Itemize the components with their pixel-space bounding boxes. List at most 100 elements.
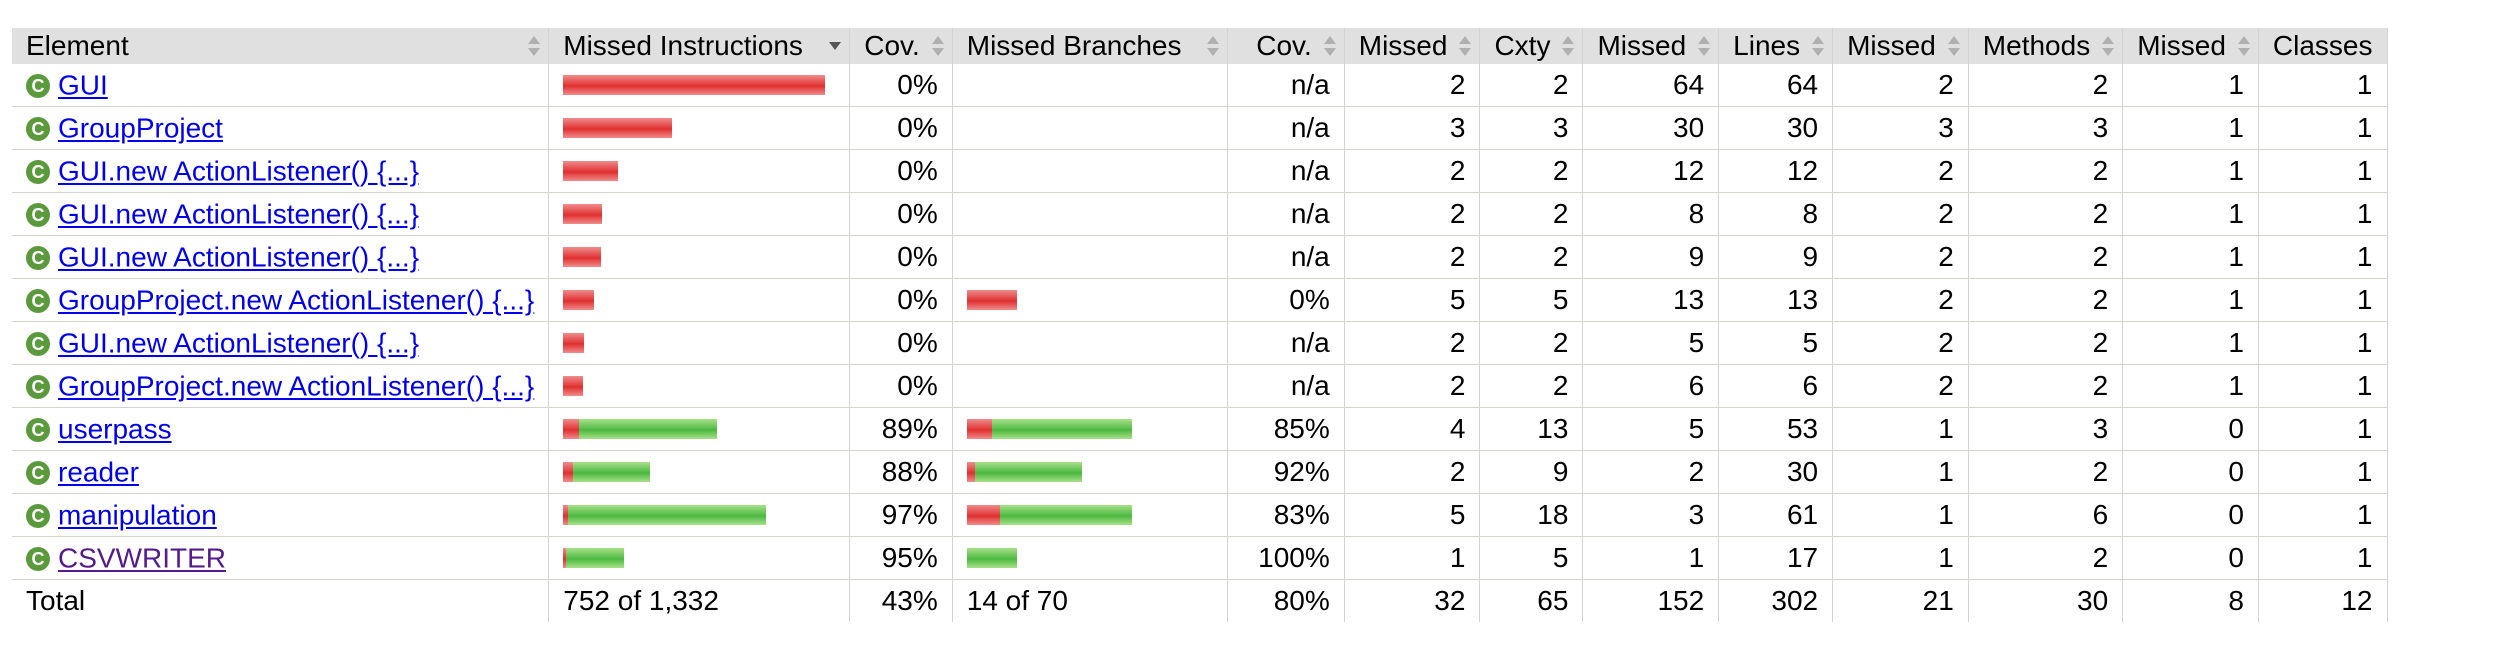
cxty: 2 xyxy=(1479,235,1584,279)
coverage-report: Element Missed Instructions Cov. Missed … xyxy=(12,28,2388,622)
col-classes[interactable]: Classes xyxy=(2258,28,2388,64)
missed-classes: 1 xyxy=(2122,364,2259,408)
lines: 5 xyxy=(1718,321,1834,365)
missed-bar xyxy=(563,548,567,568)
col-methods[interactable]: Methods xyxy=(1968,28,2124,64)
total-methods: 30 xyxy=(1968,579,2124,622)
covered-bar xyxy=(974,462,1082,482)
col-missed-branches[interactable]: Missed Branches xyxy=(952,28,1228,64)
total-label: Total xyxy=(12,579,550,622)
missed-lines: 9 xyxy=(1582,235,1720,279)
col-missed-instructions[interactable]: Missed Instructions xyxy=(548,28,851,64)
missed-bar xyxy=(966,290,1017,310)
instr-cov: 0% xyxy=(849,235,953,279)
instructions-bar-cell xyxy=(548,321,851,365)
missed-cxty: 3 xyxy=(1344,106,1481,150)
branch-cov: n/a xyxy=(1227,321,1345,365)
element-link[interactable]: reader xyxy=(58,456,139,488)
instructions-bar xyxy=(563,204,835,224)
element-link[interactable]: GroupProject.new ActionListener() {...} xyxy=(58,370,535,402)
methods: 2 xyxy=(1968,64,2124,107)
table-row: C GUI.new ActionListener() {...} 0% n/a 2 2 9 9… xyxy=(12,235,2388,279)
instructions-bar xyxy=(563,419,835,439)
missed-methods: 1 xyxy=(1832,407,1969,451)
instructions-bar xyxy=(563,333,835,353)
covered-bar xyxy=(991,419,1132,439)
branches-bar-cell xyxy=(952,407,1228,451)
instr-cov: 0% xyxy=(849,192,953,236)
col-instr-cov[interactable]: Cov. xyxy=(849,28,953,64)
branch-cov: 0% xyxy=(1227,278,1345,322)
element-link[interactable]: manipulation xyxy=(58,499,217,531)
element-link[interactable]: GUI xyxy=(58,69,108,101)
cxty: 5 xyxy=(1479,536,1584,580)
missed-lines: 5 xyxy=(1582,407,1720,451)
element-link[interactable]: GUI.new ActionListener() {...} xyxy=(58,198,420,230)
element-link[interactable]: CSVWRITER xyxy=(58,542,226,574)
cxty: 2 xyxy=(1479,192,1584,236)
branches-bar xyxy=(966,462,1213,482)
col-missed-classes-label: Missed xyxy=(2137,30,2226,61)
missed-methods: 2 xyxy=(1832,192,1969,236)
lines: 12 xyxy=(1718,149,1834,193)
element-link[interactable]: GUI.new ActionListener() {...} xyxy=(58,327,420,359)
missed-bar xyxy=(966,462,975,482)
methods: 2 xyxy=(1968,278,2124,322)
col-classes-label: Classes xyxy=(2272,30,2373,61)
table-row: C CSVWRITER 95% 100% 1 5 1 17 1 2 0 1 xyxy=(12,536,2388,580)
missed-cxty: 5 xyxy=(1344,278,1481,322)
col-cxty[interactable]: Cxty xyxy=(1479,28,1584,64)
branches-bar-cell xyxy=(952,235,1228,279)
classes: 1 xyxy=(2258,149,2388,193)
element-cell: C CSVWRITER xyxy=(12,536,550,580)
col-missed-cxty-label: Missed xyxy=(1358,30,1448,61)
branches-bar-cell xyxy=(952,493,1228,537)
instructions-bar-cell xyxy=(548,450,851,494)
class-icon: C xyxy=(26,116,50,141)
col-missed-instructions-label: Missed Instructions xyxy=(563,30,803,61)
element-link[interactable]: GUI.new ActionListener() {...} xyxy=(58,241,420,273)
missed-bar xyxy=(966,419,992,439)
classes: 1 xyxy=(2258,493,2388,537)
missed-lines: 12 xyxy=(1582,149,1720,193)
col-lines[interactable]: Lines xyxy=(1718,28,1834,64)
total-instructions: 752 of 1,332 xyxy=(548,579,851,622)
element-cell: C GroupProject xyxy=(12,106,550,150)
col-branch-cov[interactable]: Cov. xyxy=(1227,28,1345,64)
missed-methods: 1 xyxy=(1832,493,1969,537)
missed-classes: 1 xyxy=(2122,149,2259,193)
cxty: 2 xyxy=(1479,321,1584,365)
missed-classes: 0 xyxy=(2122,493,2259,537)
branches-bar-cell xyxy=(952,106,1228,150)
col-branch-cov-label: Cov. xyxy=(1256,30,1312,61)
sort-icon xyxy=(1812,36,1825,56)
class-icon: C xyxy=(26,417,50,442)
missed-methods: 2 xyxy=(1832,64,1969,107)
col-missed-branches-label: Missed Branches xyxy=(966,30,1182,61)
col-missed-lines-label: Missed xyxy=(1597,30,1687,61)
missed-bar xyxy=(563,204,603,224)
missed-bar xyxy=(563,505,569,525)
branches-bar-cell xyxy=(952,149,1228,193)
branch-cov: n/a xyxy=(1227,149,1345,193)
missed-methods: 2 xyxy=(1832,321,1969,365)
col-element[interactable]: Element xyxy=(12,28,550,64)
missed-cxty: 4 xyxy=(1344,407,1481,451)
branches-bar-cell xyxy=(952,364,1228,408)
col-missed-classes[interactable]: Missed xyxy=(2122,28,2259,64)
class-icon: C xyxy=(26,73,50,98)
coverage-table: Element Missed Instructions Cov. Missed … xyxy=(12,28,2388,622)
col-missed-lines[interactable]: Missed xyxy=(1582,28,1720,64)
element-link[interactable]: GUI.new ActionListener() {...} xyxy=(58,155,420,187)
col-missed-methods[interactable]: Missed xyxy=(1832,28,1969,64)
instr-cov: 95% xyxy=(849,536,953,580)
element-link[interactable]: userpass xyxy=(58,413,172,445)
col-missed-cxty[interactable]: Missed xyxy=(1344,28,1481,64)
instructions-bar xyxy=(563,118,835,138)
total-missed-classes: 8 xyxy=(2122,579,2259,622)
missed-classes: 1 xyxy=(2122,64,2259,107)
element-link[interactable]: GroupProject xyxy=(58,112,223,144)
instructions-bar xyxy=(563,376,835,396)
element-link[interactable]: GroupProject.new ActionListener() {...} xyxy=(58,284,535,316)
